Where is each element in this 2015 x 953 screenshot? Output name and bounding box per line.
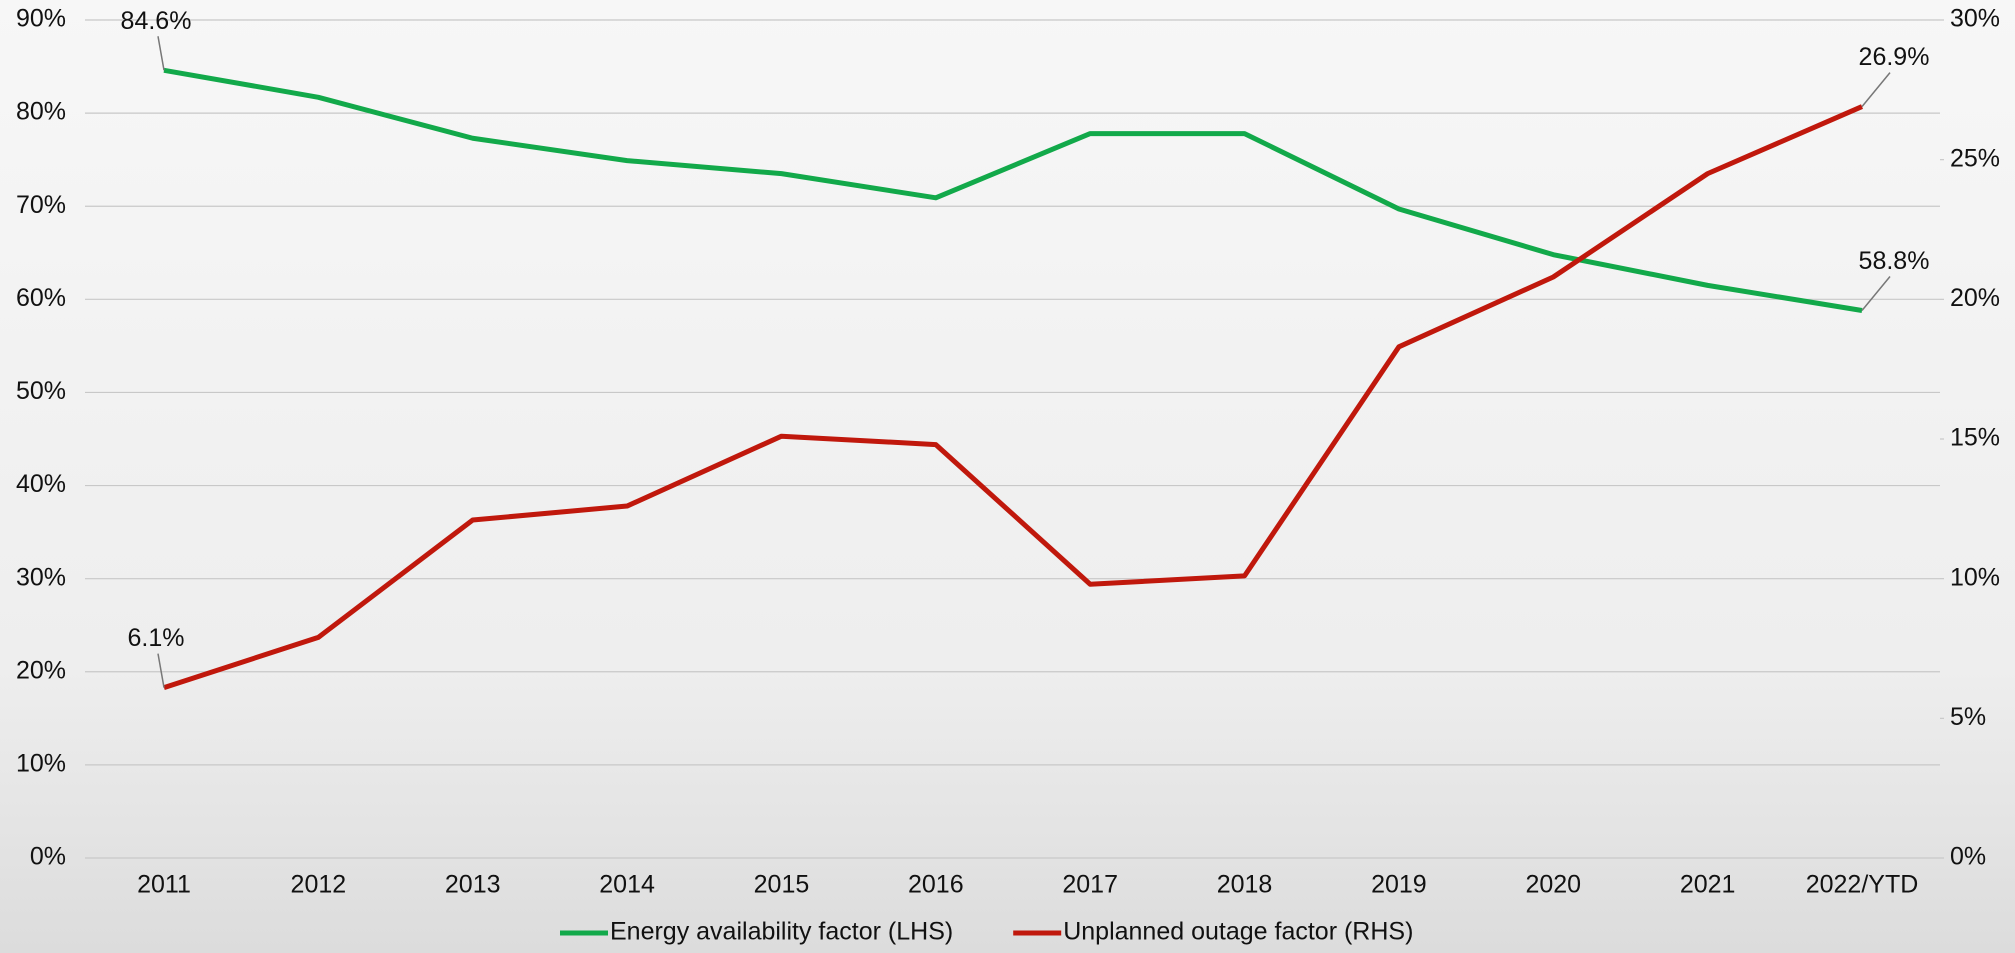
data-label: 58.8% <box>1859 247 1930 275</box>
x-tick-label: 2016 <box>908 871 964 899</box>
data-label: 84.6% <box>121 7 192 35</box>
legend-label: Energy availability factor (LHS) <box>610 918 953 946</box>
y2-tick-label: 0% <box>1950 843 1986 871</box>
leader-line <box>1861 72 1891 108</box>
y2-tick-label: 5% <box>1950 703 1986 731</box>
x-tick-label: 2020 <box>1525 871 1581 899</box>
y-tick-label: 60% <box>16 284 66 312</box>
series-line <box>163 104 1863 690</box>
y-tick-label: 20% <box>16 656 66 684</box>
y-tick-label: 70% <box>16 191 66 219</box>
x-tick-label: 2011 <box>137 871 191 899</box>
legend-label: Unplanned outage factor (RHS) <box>1063 918 1413 946</box>
leader-line <box>157 36 165 71</box>
data-label: 26.9% <box>1859 43 1930 71</box>
x-tick-label: 2019 <box>1371 871 1427 899</box>
x-tick-label: 2021 <box>1680 871 1736 899</box>
y2-tick-label: 10% <box>1950 563 2000 591</box>
x-tick-label: 2022/YTD <box>1806 871 1919 899</box>
data-label: 6.1% <box>128 624 185 652</box>
y2-tick-label: 30% <box>1950 5 2000 33</box>
y2-tick-label: 15% <box>1950 424 2000 452</box>
y-tick-label: 0% <box>30 843 66 871</box>
leader-line <box>1861 276 1891 311</box>
y-tick-label: 10% <box>16 749 66 777</box>
x-tick-label: 2014 <box>599 871 655 899</box>
leader-line <box>157 653 165 688</box>
x-tick-label: 2017 <box>1062 871 1118 899</box>
y-tick-label: 90% <box>16 5 66 33</box>
x-tick-label: 2015 <box>754 871 810 899</box>
y-tick-label: 40% <box>16 470 66 498</box>
x-tick-label: 2012 <box>291 871 347 899</box>
y-tick-label: 80% <box>16 98 66 126</box>
x-tick-label: 2018 <box>1217 871 1273 899</box>
y2-tick-label: 20% <box>1950 284 2000 312</box>
y2-tick-label: 25% <box>1950 144 2000 172</box>
y-tick-label: 30% <box>16 563 66 591</box>
y-tick-label: 50% <box>16 377 66 405</box>
x-tick-label: 2013 <box>445 871 501 899</box>
